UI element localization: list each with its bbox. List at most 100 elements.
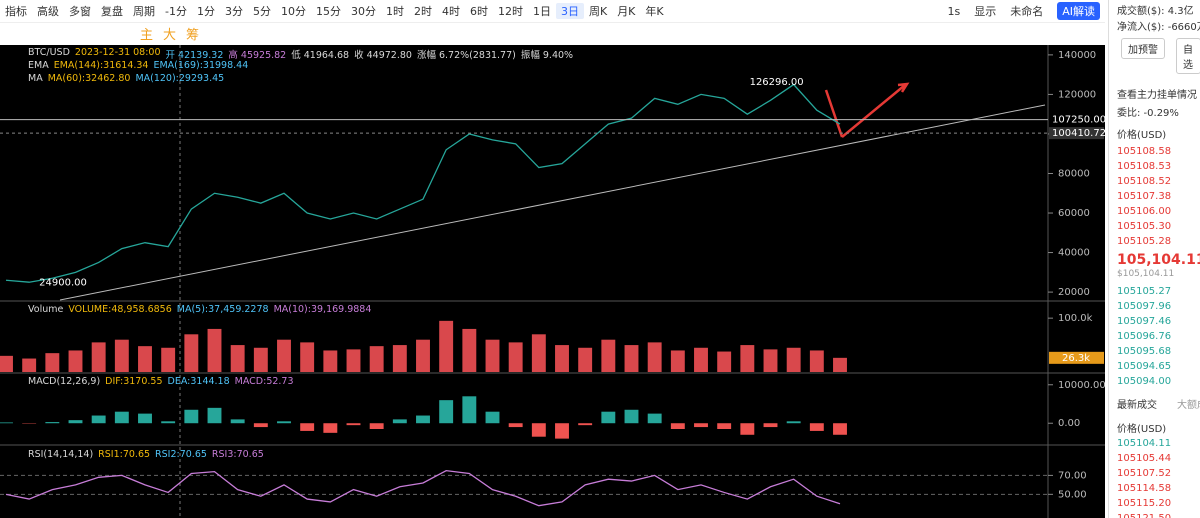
y-tick-label: 10000.00 xyxy=(1058,380,1105,391)
bar xyxy=(22,358,37,372)
bar xyxy=(485,411,500,424)
bar xyxy=(763,349,778,372)
indicator-button[interactable]: 筹 xyxy=(186,27,200,43)
toolbar-button[interactable]: 10分 xyxy=(280,5,306,18)
toolbar-button[interactable]: 显示 xyxy=(974,5,997,18)
bar xyxy=(392,419,407,424)
bar xyxy=(647,342,662,372)
y-tick-label: 100.0k xyxy=(1058,313,1093,324)
legend-item: 收 44972.80 xyxy=(354,50,412,61)
legend-item: 高 45925.82 xyxy=(228,50,287,61)
toolbar-button[interactable]: 1分 xyxy=(196,5,215,18)
indicator-button[interactable]: 主 xyxy=(140,27,154,43)
bar xyxy=(555,345,569,372)
bar xyxy=(184,409,199,424)
toolbar-button[interactable]: 6时 xyxy=(469,5,488,18)
bar xyxy=(439,320,454,372)
legend-item: 开 42139.32 xyxy=(165,50,224,61)
y-tick-label: 60000 xyxy=(1058,208,1090,219)
indicator-button[interactable]: 大 xyxy=(163,27,177,43)
legend-item: MACD(12,26,9) xyxy=(28,376,101,387)
sidebar: 成交额($): 4.3亿 净流入($): -6660万 加预警 自选 查看主力挂单情况委… xyxy=(1108,0,1200,518)
bar xyxy=(740,345,755,372)
button[interactable]: 加预警 xyxy=(1121,38,1165,59)
toolbar-button[interactable]: 复盘 xyxy=(101,5,123,18)
toolbar-button[interactable]: 周K xyxy=(588,5,608,18)
legend-item: MA(120):29293.45 xyxy=(135,73,225,84)
bar xyxy=(462,396,477,424)
bid-price: 105095.68 xyxy=(1117,346,1172,357)
bar xyxy=(601,411,616,424)
toolbar-button[interactable]: -1分 xyxy=(165,5,187,18)
tab[interactable]: 最新成交 xyxy=(1117,400,1157,411)
toolbar-button[interactable]: 3日 xyxy=(555,3,584,19)
toolbar-button[interactable]: 15分 xyxy=(315,5,341,18)
price-tag xyxy=(1049,113,1104,126)
bid-price: 105094.00 xyxy=(1117,376,1172,387)
bid-price: 105094.65 xyxy=(1117,361,1172,372)
toolbar-button[interactable]: 3分 xyxy=(224,5,243,18)
bar xyxy=(0,355,13,372)
bar xyxy=(531,423,546,437)
legend-item: DIF:3170.55 xyxy=(105,376,163,387)
toolbar-button[interactable]: 1日 xyxy=(532,5,551,18)
bar xyxy=(763,423,778,428)
bar xyxy=(786,421,801,424)
legend-item: EMA(144):31614.34 xyxy=(53,60,149,71)
trade-price: 105115.20 xyxy=(1117,498,1172,509)
toolbar-button[interactable]: 4时 xyxy=(441,5,460,18)
bar xyxy=(578,423,593,426)
bar xyxy=(416,339,430,372)
toolbar-button[interactable]: 未命名 xyxy=(1010,5,1044,18)
ask-price: 105107.38 xyxy=(1117,191,1172,202)
bar xyxy=(508,423,523,428)
y-tick-label: 70.00 xyxy=(1058,470,1087,481)
toolbar-button[interactable]: 1s xyxy=(947,4,961,18)
bar xyxy=(68,350,83,372)
bar xyxy=(392,345,407,372)
toolbar-button[interactable]: 指标 xyxy=(5,5,27,18)
bid-price: 105097.46 xyxy=(1117,316,1172,327)
price-line xyxy=(5,83,841,283)
stat: 成交额($): 4.3亿 xyxy=(1117,6,1194,17)
order-book-title: 查看主力挂单情况 xyxy=(1117,90,1197,101)
tab[interactable]: 大额成 xyxy=(1177,400,1200,411)
last-price: 105,104.11 xyxy=(1117,252,1200,268)
legend-item: VOLUME:48,958.6856 xyxy=(68,304,172,315)
bar xyxy=(647,413,662,424)
bar xyxy=(369,423,384,429)
button[interactable]: 自选 xyxy=(1176,38,1200,74)
toolbar-button[interactable]: 多窗 xyxy=(69,5,91,18)
legend: BTC/USD 2023-12-31 08:00 开 42139.32 高 45925… xyxy=(28,47,573,61)
toolbar-button[interactable]: 5分 xyxy=(252,5,271,18)
bar xyxy=(416,415,430,424)
toolbar-button[interactable]: 30分 xyxy=(350,5,376,18)
bar xyxy=(555,423,569,439)
toolbar-button[interactable]: 12时 xyxy=(497,5,523,18)
order-book-header: 价格(USD) xyxy=(1117,130,1167,141)
legend-item: MA(10):39,169.9884 xyxy=(273,304,372,315)
ask-price: 105105.30 xyxy=(1117,221,1172,232)
legend: MACD(12,26,9) DIF:3170.55 DEA:3144.18 MACD:… xyxy=(28,376,294,387)
toolbar-button[interactable]: 年K xyxy=(645,5,664,18)
chart-background xyxy=(0,45,1105,518)
y-tick-label: 0.00 xyxy=(1058,418,1080,429)
bar xyxy=(277,339,291,372)
legend-item: 振幅 9.40% xyxy=(520,50,574,61)
toolbar-button[interactable]: 1时 xyxy=(385,5,404,18)
bar xyxy=(694,347,708,372)
toolbar-button[interactable]: 高级 xyxy=(37,5,59,18)
toolbar-button[interactable]: 周期 xyxy=(133,5,155,18)
toolbar-button[interactable]: 2时 xyxy=(413,5,432,18)
legend-item: 低 41964.68 xyxy=(291,50,350,61)
trade-price: 105121.50 xyxy=(1117,513,1171,518)
toolbar-button[interactable]: 月K xyxy=(617,5,636,18)
legend-item: EMA xyxy=(28,60,49,71)
annotation: 126296.00 xyxy=(750,77,804,88)
y-tick-label: 140000 xyxy=(1058,50,1096,61)
trade-price: 105104.11 xyxy=(1117,438,1172,449)
y-tick-label: 20000 xyxy=(1058,287,1090,298)
ask-price: 105108.53 xyxy=(1117,161,1172,172)
toolbar-button[interactable]: AI解读 xyxy=(1057,2,1100,20)
bar xyxy=(670,423,685,429)
